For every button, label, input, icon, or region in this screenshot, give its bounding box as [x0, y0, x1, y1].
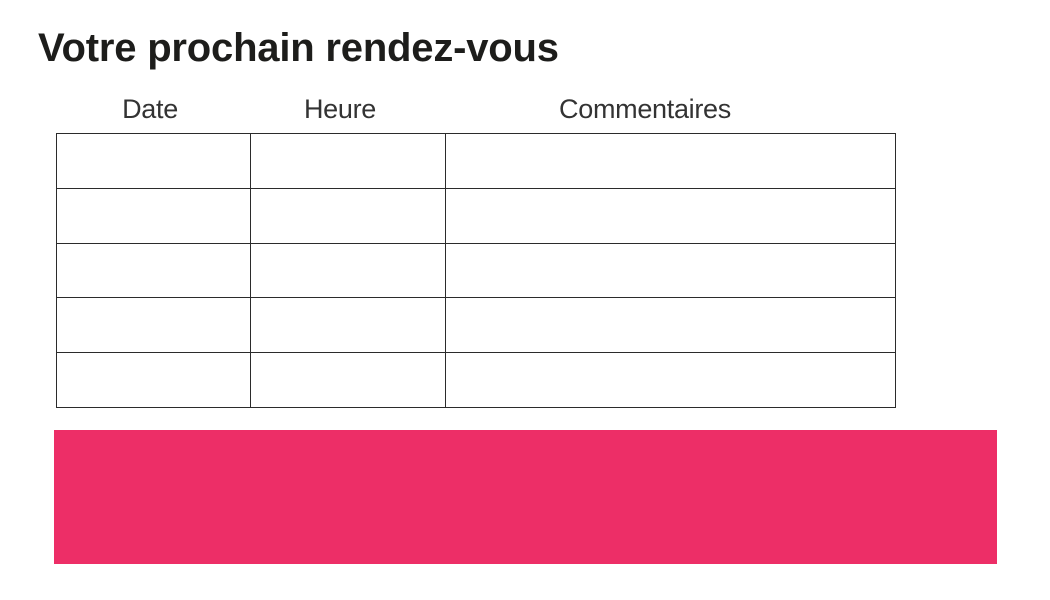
table-row: [56, 352, 896, 408]
table-row: [56, 297, 896, 354]
table-cell: [445, 297, 896, 354]
table-cell: [56, 242, 251, 299]
table-row: [56, 187, 896, 244]
page-title: Votre prochain rendez-vous: [38, 26, 559, 70]
table-row: [56, 133, 896, 189]
table-cell: [56, 352, 251, 408]
table-cell: [56, 297, 251, 354]
table-cell: [250, 187, 446, 244]
column-header-commentaires: Commentaires: [559, 94, 731, 124]
table-cell: [445, 133, 896, 189]
table-cell: [445, 187, 896, 244]
highlight-banner: [54, 430, 997, 564]
appointments-table: [56, 133, 896, 408]
table-cell: [250, 297, 446, 354]
table-cell: [445, 242, 896, 299]
table-cell: [250, 352, 446, 408]
table-cell: [445, 352, 896, 408]
table-cell: [250, 242, 446, 299]
appointments-table-body: [56, 133, 896, 408]
table-row: [56, 242, 896, 299]
table-cell: [250, 133, 446, 189]
table-cell: [56, 187, 251, 244]
table-cell: [56, 133, 251, 189]
column-header-date: Date: [122, 94, 178, 124]
column-header-heure: Heure: [303, 94, 377, 124]
